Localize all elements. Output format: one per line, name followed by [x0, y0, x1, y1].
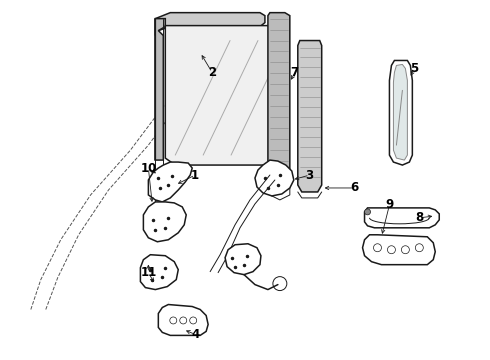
Polygon shape	[225, 244, 261, 275]
Circle shape	[365, 209, 370, 215]
Polygon shape	[363, 235, 435, 265]
Polygon shape	[268, 13, 290, 180]
Polygon shape	[393, 64, 407, 160]
Polygon shape	[141, 255, 178, 289]
Polygon shape	[298, 41, 322, 192]
Text: 6: 6	[350, 181, 359, 194]
Text: 11: 11	[140, 266, 156, 279]
Text: 2: 2	[208, 66, 216, 79]
Text: 9: 9	[385, 198, 393, 211]
Polygon shape	[255, 160, 294, 196]
Polygon shape	[390, 60, 413, 165]
Polygon shape	[165, 26, 275, 165]
Text: 7: 7	[291, 66, 299, 79]
Polygon shape	[148, 162, 192, 202]
Text: 8: 8	[415, 211, 423, 224]
Polygon shape	[144, 202, 186, 242]
Text: 4: 4	[191, 328, 199, 341]
Polygon shape	[270, 175, 290, 200]
Polygon shape	[365, 208, 439, 228]
Text: 1: 1	[191, 168, 199, 181]
Polygon shape	[155, 13, 265, 36]
Polygon shape	[155, 19, 165, 160]
Text: 3: 3	[306, 168, 314, 181]
Text: 5: 5	[410, 62, 418, 75]
Polygon shape	[158, 305, 208, 336]
Text: 10: 10	[140, 162, 156, 175]
